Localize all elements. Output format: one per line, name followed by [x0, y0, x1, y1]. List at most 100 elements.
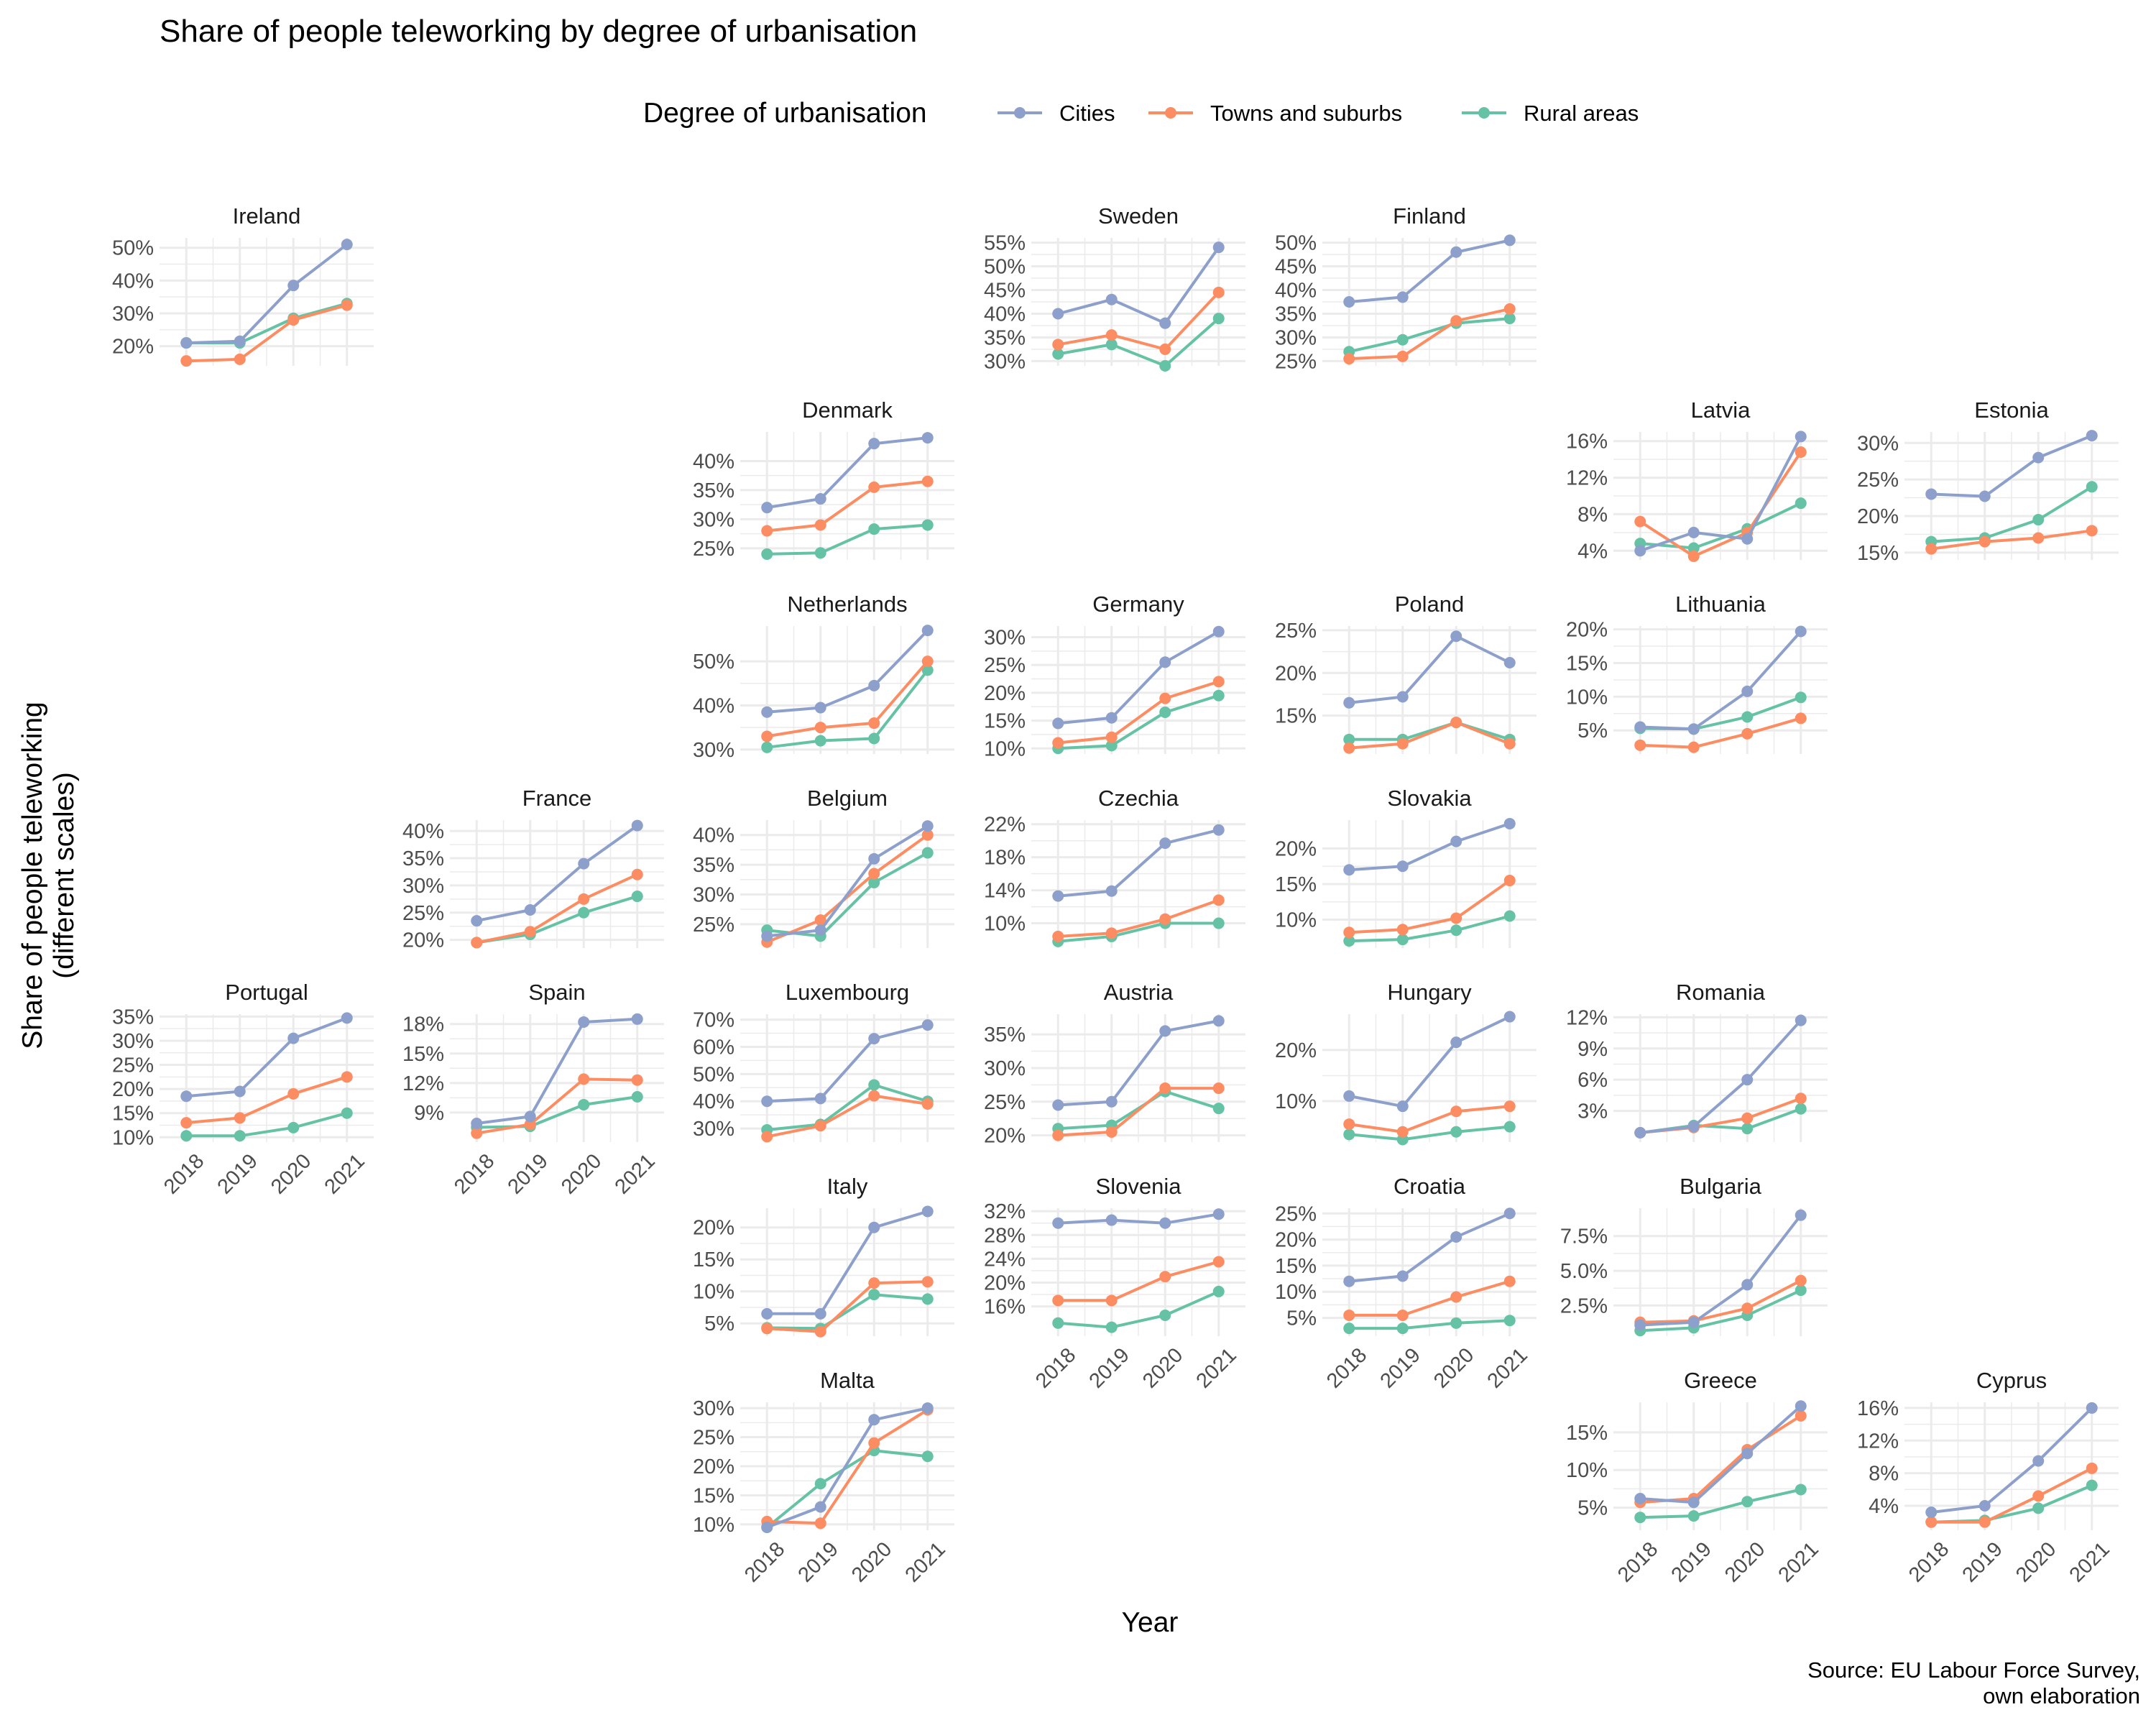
data-point-cities [868, 1221, 880, 1233]
data-point-cities [1450, 630, 1462, 643]
data-point-rural [1687, 542, 1700, 554]
facet-title: Lithuania [1675, 592, 1766, 617]
facet-slovakia: 10% 15% 20% Slovakia [1275, 786, 1537, 948]
facet-title: France [522, 786, 591, 811]
data-point-rural [1105, 740, 1118, 752]
facet-title: Cyprus [1976, 1368, 2047, 1393]
data-point-towns [814, 722, 826, 734]
y-tick-label: 4% [1577, 540, 1608, 563]
data-point-cities [1925, 488, 1938, 500]
data-point-towns [1503, 1100, 1516, 1113]
y-tick-label: 25% [1275, 1202, 1317, 1225]
y-tick-label: 50% [112, 237, 154, 260]
data-point-towns [180, 355, 193, 367]
facet-germany: 10% 15% 20% 25% 30% Germany [984, 592, 1245, 760]
data-point-rural [1159, 1310, 1171, 1322]
series-line-cities [186, 243, 349, 345]
data-point-rural [1159, 360, 1171, 372]
data-point-cities [1052, 1099, 1064, 1111]
series-line-towns [1058, 1260, 1220, 1302]
data-point-rural [578, 1098, 590, 1110]
data-point-cities [234, 1085, 246, 1098]
y-tick-label: 20% [1566, 619, 1608, 642]
data-point-cities [1052, 308, 1064, 320]
x-tick-label: 2018 [740, 1537, 789, 1586]
data-point-cities [1396, 1100, 1409, 1113]
series-line-rural [767, 523, 928, 556]
data-point-cities [814, 924, 826, 937]
y-tick-label: 40% [112, 270, 154, 293]
y-tick-label: 8% [1869, 1463, 1899, 1486]
y-tick-label: 25% [1275, 350, 1317, 373]
series-line-towns [766, 660, 929, 738]
series-line-towns [766, 1094, 929, 1138]
data-point-rural [2032, 514, 2045, 526]
data-point-towns [524, 1118, 536, 1131]
y-tick-label: 25% [693, 538, 734, 561]
y-tick-label: 30% [1857, 432, 1899, 455]
facet-title: Austria [1104, 980, 1174, 1005]
data-point-rural [868, 732, 880, 745]
data-point-cities [2032, 1455, 2045, 1467]
x-tick-label: 2021 [321, 1149, 369, 1198]
data-point-towns [1052, 1294, 1064, 1307]
x-tick-label: 2021 [1483, 1343, 1532, 1392]
x-tick-label: 2019 [794, 1537, 843, 1586]
data-point-rural [1795, 691, 1807, 704]
data-point-cities [1343, 696, 1355, 709]
y-tick-label: 16% [1857, 1397, 1899, 1420]
data-point-towns [1503, 875, 1516, 887]
data-point-towns [1795, 446, 1807, 458]
data-point-cities [1105, 1095, 1118, 1108]
data-point-towns [814, 1120, 826, 1132]
data-point-cities [1687, 723, 1700, 735]
y-tick-label: 40% [693, 824, 734, 847]
data-point-rural [868, 1289, 880, 1301]
y-tick-label: 10% [984, 737, 1026, 760]
y-tick-label: 15% [693, 1484, 734, 1507]
y-tick-label: 10% [1275, 1090, 1317, 1113]
data-point-rural [921, 664, 934, 676]
data-point-cities [1687, 526, 1700, 538]
data-point-cities [921, 1402, 934, 1414]
data-point-cities [1978, 1499, 1991, 1512]
data-point-towns [1450, 912, 1462, 924]
data-point-cities [761, 502, 773, 514]
series-line-cities [1640, 1019, 1802, 1134]
data-point-rural [2086, 1479, 2098, 1491]
data-point-towns [1105, 731, 1118, 743]
data-point-towns [1105, 1126, 1118, 1138]
y-tick-label: 30% [984, 626, 1026, 649]
facet-ireland: 20% 30% 40% 50% Ireland [112, 203, 374, 367]
facet-sweden: 30%35%40%45%50%55% Sweden [984, 203, 1245, 373]
facet-estonia: 15% 20% 25% 30% Estonia [1857, 397, 2119, 565]
data-point-rural [2086, 481, 2098, 493]
y-tick-label: 35% [984, 1024, 1026, 1046]
data-point-cities [868, 1414, 880, 1426]
data-point-cities [287, 1032, 300, 1044]
series-line-rural [1058, 921, 1219, 943]
data-point-rural [234, 1130, 246, 1142]
y-tick-label: 12% [1857, 1430, 1899, 1453]
y-tick-label: 10% [693, 1281, 734, 1304]
series-line-towns [1349, 879, 1511, 934]
series-line-rural [1640, 1488, 1802, 1519]
facet-romania: 3% 6% 9% 12% Romania [1566, 980, 1828, 1142]
y-tick-label: 25% [693, 1427, 734, 1450]
data-point-towns [921, 475, 934, 487]
series-line-cities [767, 1024, 929, 1103]
y-tick-label: 28% [984, 1224, 1026, 1247]
facet-poland: 15% 20% 25% Poland [1275, 592, 1537, 754]
data-point-rural [1212, 313, 1225, 325]
data-point-cities [1159, 1217, 1171, 1229]
series-line-towns [767, 1408, 929, 1525]
data-point-cities [1396, 291, 1409, 303]
data-point-towns [1503, 303, 1516, 315]
data-point-cities [1105, 293, 1118, 305]
series-line-towns [1058, 1087, 1219, 1137]
x-tick-label: 2020 [1720, 1537, 1769, 1586]
series-line-cities [1349, 635, 1511, 704]
series-line-rural [1349, 914, 1511, 943]
data-point-cities [1450, 246, 1462, 258]
data-point-cities [1925, 1506, 1938, 1519]
